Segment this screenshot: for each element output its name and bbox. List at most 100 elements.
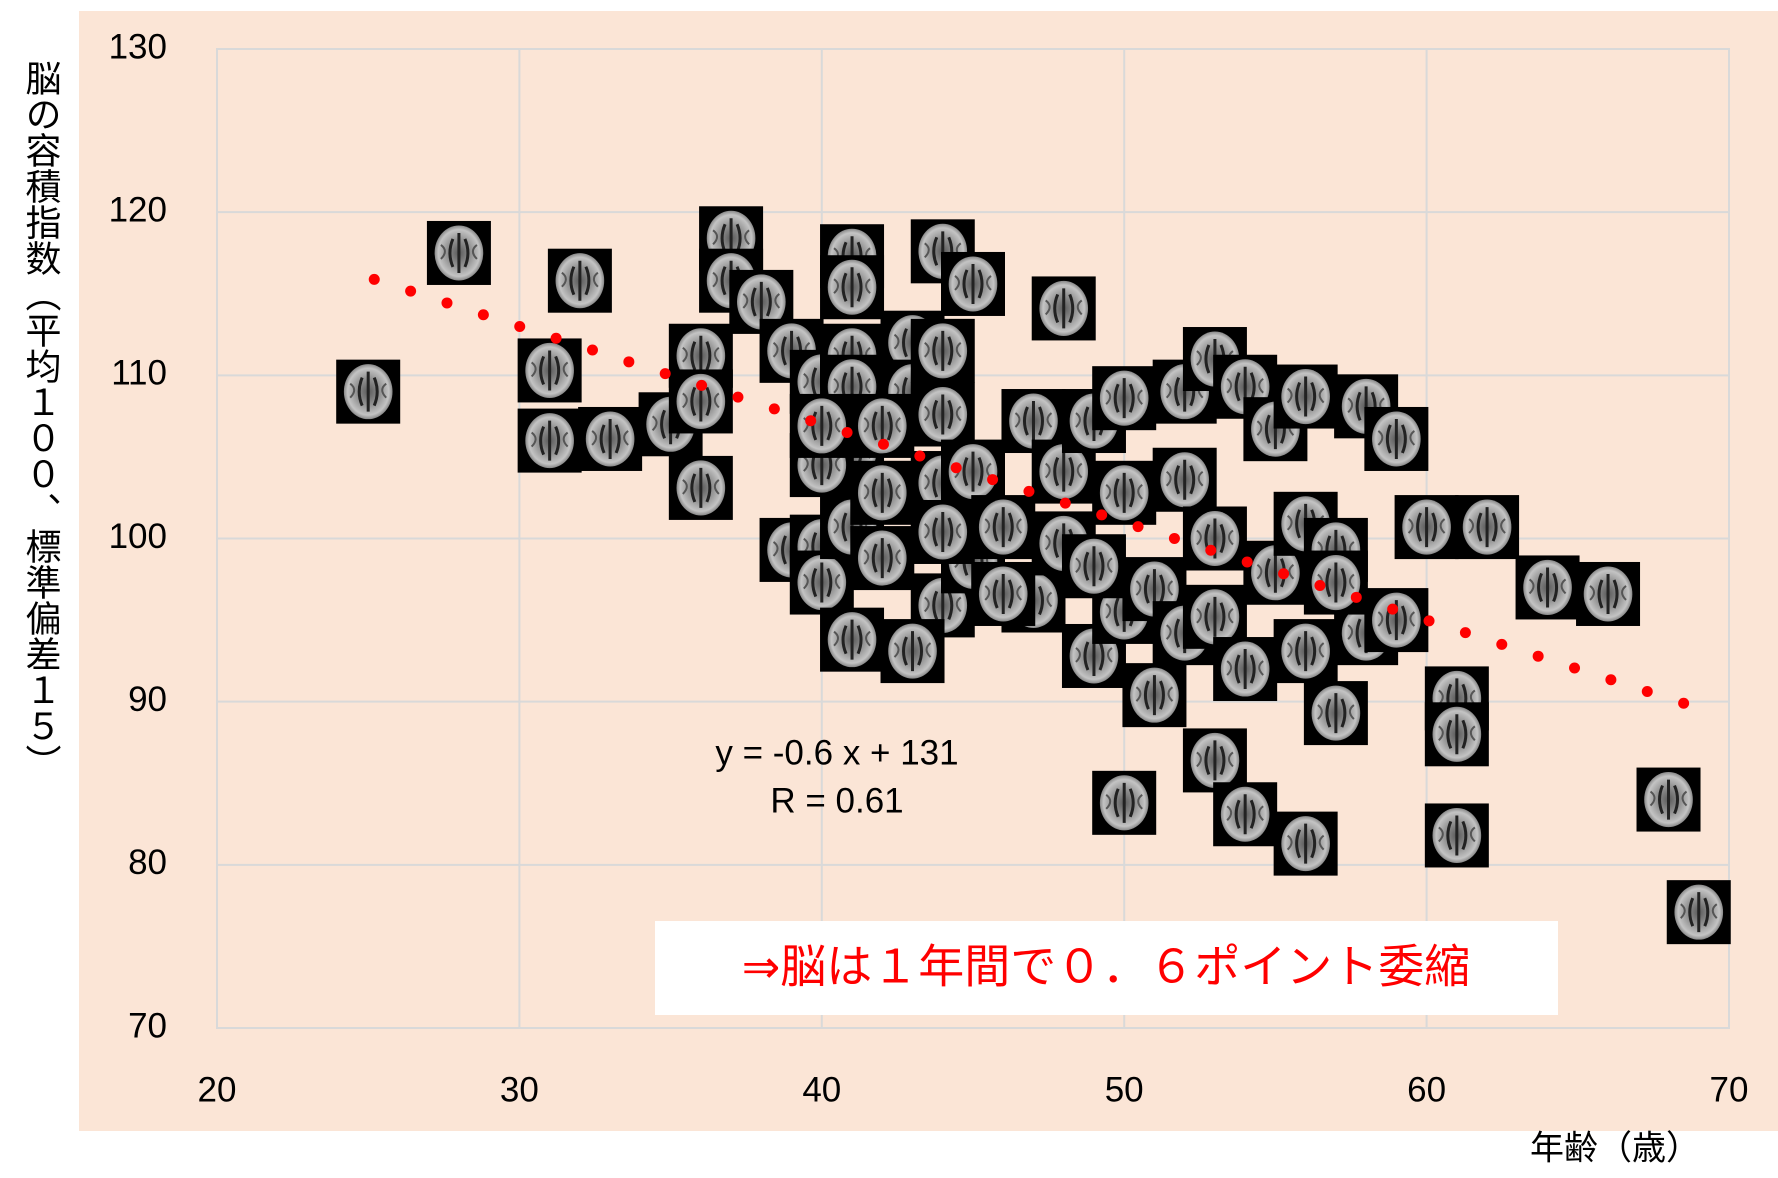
trendline-dot: [586, 344, 598, 356]
x-tick-label: 60: [1407, 1070, 1446, 1109]
trendline-dot: [805, 415, 817, 427]
brain-marker: [1303, 681, 1368, 746]
equation: y = -0.6 x + 131: [715, 733, 958, 772]
brain-marker: [1636, 767, 1701, 832]
brain-marker: [1061, 534, 1126, 599]
brain-marker: [1031, 276, 1096, 341]
trendline-dot: [659, 368, 671, 380]
brain-marker: [941, 439, 1005, 504]
trendline-dot: [1605, 674, 1617, 686]
trendline-dot: [987, 474, 999, 486]
trendline-dot: [1278, 568, 1290, 580]
brain-marker: [1424, 803, 1489, 868]
brain-marker: [1092, 366, 1157, 431]
trendline-dot: [950, 462, 962, 474]
trendline-dot: [877, 438, 889, 450]
trendline-dot: [1168, 532, 1180, 544]
brain-marker: [336, 359, 401, 424]
x-tick-label: 20: [198, 1070, 237, 1109]
brain-marker: [941, 251, 1005, 316]
y-tick-label: 80: [128, 843, 167, 882]
brain-marker: [1394, 495, 1459, 560]
brain-marker: [1273, 364, 1338, 429]
brain-marker: [1122, 663, 1187, 728]
trendline-dot: [1350, 591, 1362, 603]
trendline-dot: [514, 320, 526, 332]
trendline-dot: [1423, 615, 1435, 627]
x-tick-label: 30: [500, 1070, 539, 1109]
conclusion-box: [655, 921, 1558, 1015]
brain-marker: [578, 406, 643, 471]
trendline-dot: [1241, 556, 1253, 568]
trendline-dot: [1532, 650, 1544, 662]
brain-marker: [547, 248, 612, 313]
brain-marker: [850, 393, 915, 458]
brain-marker: [517, 338, 582, 403]
x-axis-title: 年齢（歳）: [1530, 1129, 1700, 1169]
y-tick-label: 100: [109, 517, 167, 556]
brain-marker: [1576, 561, 1641, 626]
brain-marker: [1515, 555, 1580, 620]
x-tick-label: 40: [802, 1070, 841, 1109]
brain-marker: [668, 455, 733, 520]
brain-marker: [910, 318, 975, 383]
y-tick-label: 70: [128, 1006, 167, 1045]
brain-marker: [820, 255, 885, 320]
y-tick-label: 110: [111, 354, 167, 393]
trendline-dot: [405, 285, 417, 297]
brain-marker: [1364, 588, 1429, 653]
trendline-dot: [1387, 603, 1399, 615]
brain-marker: [1213, 637, 1278, 702]
trendline-dot: [1641, 686, 1653, 698]
brain-marker: [971, 561, 1036, 626]
conclusion: ⇒脳は１年間で０．６ポイント委縮: [742, 940, 1471, 994]
brain-marker: [1213, 782, 1278, 847]
trendline-dot: [623, 356, 635, 368]
brain-marker: [1273, 811, 1338, 876]
trendline-dot: [477, 309, 489, 321]
brain-marker: [1092, 770, 1157, 835]
brain-marker: [850, 460, 915, 525]
brain-marker: [789, 550, 854, 615]
trendline-dot: [550, 332, 562, 344]
brain-marker: [1455, 495, 1520, 560]
r-value: R = 0.61: [770, 781, 903, 820]
trendline-dot: [1459, 627, 1471, 639]
y-axis-title: 脳の容積指数（平均１００、標準偏差１５）: [20, 60, 62, 780]
brain-marker: [880, 619, 945, 684]
trendline-dot: [1132, 521, 1144, 533]
trendline-dot: [1096, 509, 1108, 521]
brain-marker: [1424, 702, 1489, 767]
trendline-dot: [914, 450, 926, 462]
brain-marker: [668, 369, 733, 434]
trendline-dot: [1569, 662, 1581, 674]
brain-marker: [1666, 880, 1731, 945]
trendline-dot: [768, 403, 780, 415]
trendline-dot: [1023, 485, 1035, 497]
brain-marker: [1273, 619, 1338, 684]
brain-marker: [1152, 447, 1217, 512]
trendline-dot: [1496, 638, 1508, 650]
brain-marker: [850, 526, 915, 591]
brain-marker: [820, 607, 885, 672]
trendline-dot: [1059, 497, 1071, 509]
y-tick-label: 90: [128, 680, 167, 719]
y-tick-label: 120: [109, 190, 167, 229]
trendline-dot: [732, 391, 744, 403]
x-tick-label: 70: [1710, 1070, 1749, 1109]
trendline-dot: [696, 379, 708, 391]
brain-marker: [971, 495, 1036, 560]
brain-marker: [910, 499, 975, 564]
brain-marker: [426, 220, 491, 285]
trendline-dot: [1678, 697, 1690, 709]
brain-marker: [789, 393, 854, 458]
trendline-dot: [368, 273, 380, 285]
brain-marker: [1243, 540, 1308, 605]
trendline-dot: [1314, 580, 1326, 592]
y-tick-label: 130: [109, 27, 167, 66]
trendline-dot: [441, 297, 453, 309]
brain-marker: [1303, 550, 1368, 615]
x-tick-label: 50: [1105, 1070, 1144, 1109]
brain-marker: [1364, 406, 1429, 471]
